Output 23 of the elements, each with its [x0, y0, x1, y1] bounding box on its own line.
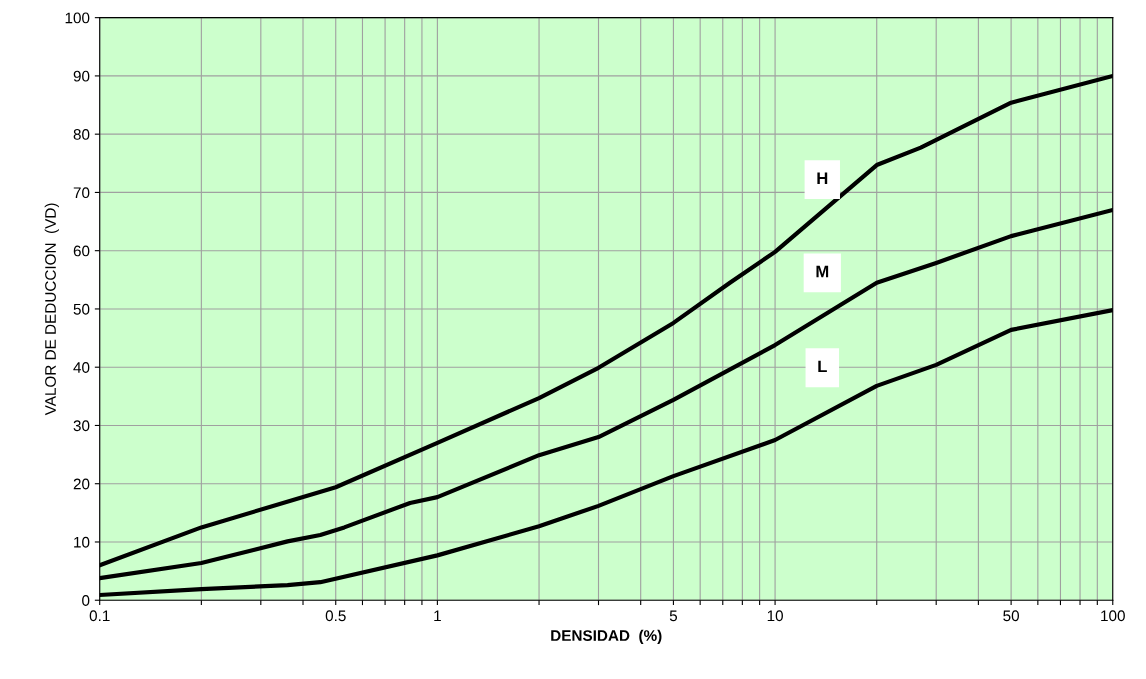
y-axis-title: VALOR DE DEDUCCION (VD) [44, 203, 59, 416]
y-tick-label: 80 [73, 129, 90, 140]
y-tick-label: 50 [73, 303, 90, 315]
y-tick-label: 40 [73, 362, 90, 373]
text: L [818, 360, 827, 373]
x-tick-label: 0.5 [325, 610, 346, 622]
y-tick-label: 0 [82, 595, 90, 606]
y-tick-label: 70 [73, 187, 90, 199]
y-tick-label: 90 [73, 70, 90, 82]
x-tick-label: 10 [767, 610, 783, 622]
y-tick-label: 10 [74, 536, 90, 548]
y-tick-label: 100 [65, 12, 90, 24]
y-tick-label: 30 [73, 420, 90, 432]
x-axis-title: DENSIDAD (%) [551, 629, 662, 644]
y-tick-label: 20 [73, 478, 90, 490]
y-tick-label: 60 [73, 245, 90, 257]
x-tick-label: 50 [1003, 610, 1020, 622]
x-tick-label: 1 [434, 610, 441, 622]
series-label: M [816, 265, 829, 278]
series-label: H [817, 172, 828, 184]
x-tick-label: 100 [1101, 610, 1125, 622]
x-tick-label: 5 [669, 610, 678, 622]
x-tick-label: 0.1 [89, 610, 110, 622]
